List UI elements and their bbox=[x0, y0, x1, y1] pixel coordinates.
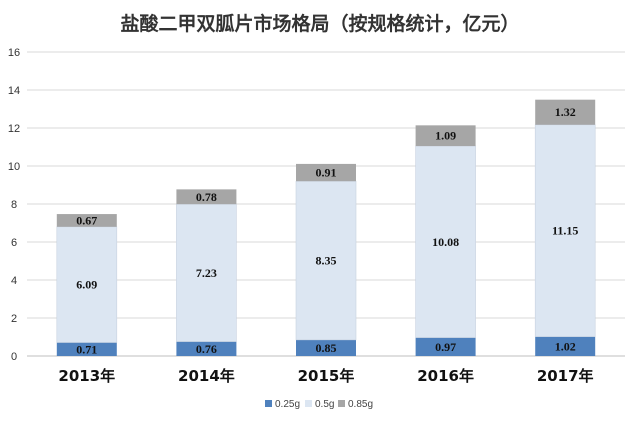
data-labels: 0.71 6.09 0.67 0.76 7.23 0.78 0.85 8.35 0.91 0.97… bbox=[76, 105, 578, 356]
x-tick-label: 2014年 bbox=[178, 367, 235, 385]
y-tick-label: 12 bbox=[8, 123, 20, 135]
data-label: 8.35 bbox=[316, 254, 337, 268]
bar-segment bbox=[176, 203, 237, 342]
y-tick-label: 8 bbox=[11, 199, 17, 211]
data-label: 1.02 bbox=[555, 339, 576, 353]
legend-label: 0.25g bbox=[275, 399, 300, 410]
y-tick-label: 4 bbox=[11, 275, 17, 287]
bar-segment bbox=[56, 214, 117, 227]
data-label: 0.91 bbox=[316, 166, 337, 180]
bar-segment bbox=[415, 145, 476, 338]
y-tick-label: 16 bbox=[8, 47, 20, 59]
bar-segment bbox=[296, 163, 356, 182]
legend-swatch bbox=[265, 400, 272, 407]
bar-segment bbox=[296, 339, 356, 356]
data-label: 0.71 bbox=[76, 342, 97, 356]
bar-segment bbox=[415, 337, 476, 356]
x-axis-ticks: 2013年 2014年 2015年 2016年 2017年 bbox=[58, 367, 593, 385]
legend-swatch bbox=[305, 400, 312, 407]
y-tick-label: 6 bbox=[11, 237, 17, 249]
x-tick-label: 2016年 bbox=[417, 367, 474, 385]
bar-segment bbox=[535, 336, 596, 356]
legend-swatch bbox=[338, 400, 345, 407]
bar-segment bbox=[56, 226, 118, 343]
chart-title: 盐酸二甲双胍片市场格局（按规格统计，亿元） bbox=[120, 12, 519, 35]
data-label: 0.97 bbox=[435, 340, 456, 354]
x-tick-label: 2015年 bbox=[298, 367, 355, 385]
data-label: 1.09 bbox=[435, 129, 456, 143]
bars bbox=[56, 99, 596, 356]
bar-segment bbox=[534, 124, 596, 337]
legend-label: 0.85g bbox=[348, 399, 373, 410]
y-tick-label: 14 bbox=[8, 85, 20, 97]
data-label: 0.67 bbox=[76, 213, 97, 227]
data-label: 0.76 bbox=[196, 342, 217, 356]
data-label: 0.85 bbox=[316, 341, 337, 355]
data-label: 0.78 bbox=[196, 190, 217, 204]
bar-segment bbox=[535, 99, 596, 125]
x-tick-label: 2013年 bbox=[58, 367, 115, 385]
bar-segment bbox=[56, 342, 117, 356]
data-label: 6.09 bbox=[76, 278, 97, 292]
data-label: 11.15 bbox=[552, 224, 578, 238]
y-tick-label: 2 bbox=[11, 313, 17, 325]
data-label: 1.32 bbox=[555, 105, 576, 119]
y-tick-label: 10 bbox=[8, 161, 20, 173]
bar-segment bbox=[295, 180, 357, 341]
x-tick-label: 2017年 bbox=[537, 367, 594, 385]
y-tick-label: 0 bbox=[11, 351, 17, 363]
y-axis-ticks: 0 2 4 6 8 10 12 14 16 bbox=[8, 47, 20, 363]
legend-label: 0.5g bbox=[315, 399, 334, 410]
data-label: 10.08 bbox=[432, 235, 459, 249]
legend: 0.25g 0.5g 0.85g bbox=[265, 399, 373, 410]
data-label: 7.23 bbox=[196, 266, 217, 280]
bar-segment bbox=[176, 341, 237, 356]
bar-segment bbox=[415, 125, 476, 147]
bar-segment bbox=[176, 189, 237, 205]
